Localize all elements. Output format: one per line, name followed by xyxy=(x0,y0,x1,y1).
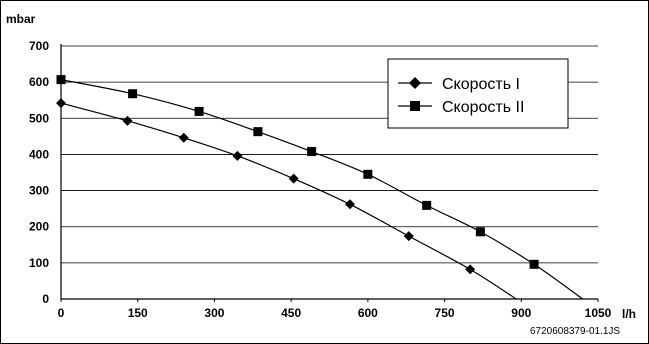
legend-square-icon xyxy=(410,101,420,111)
legend-label-series-1: Скорость I xyxy=(442,76,520,93)
tick-labels: 0 100 200 300 400 500 600 700 0 150 300 450 600 750 90… xyxy=(29,39,612,320)
series-1-point xyxy=(122,115,133,126)
y-tick-label: 300 xyxy=(29,184,49,198)
x-tick-label: 1050 xyxy=(585,306,612,320)
x-axis-title: l/h xyxy=(622,307,636,321)
x-tick-label: 750 xyxy=(435,306,455,320)
series-1-point xyxy=(465,264,476,275)
series-2-point xyxy=(363,169,373,179)
y-tick-label: 100 xyxy=(29,256,49,270)
y-tick-label: 200 xyxy=(29,220,49,234)
series-1-point xyxy=(56,98,66,109)
gridlines xyxy=(61,45,598,264)
x-tick-label: 0 xyxy=(58,306,65,320)
x-tick-label: 900 xyxy=(511,306,531,320)
x-tick-label: 150 xyxy=(128,306,148,320)
legend: Скорость I Скорость II xyxy=(387,58,569,129)
legend-box xyxy=(387,58,569,129)
axes xyxy=(60,44,599,302)
x-tick-label: 300 xyxy=(204,306,224,320)
series-line-2 xyxy=(60,79,584,300)
series-2-point xyxy=(253,127,263,137)
series-2-point xyxy=(128,89,138,99)
series-2-point xyxy=(194,106,204,116)
y-tick-label: 0 xyxy=(42,292,49,306)
x-tick-label: 600 xyxy=(358,306,378,320)
x-tick-label: 450 xyxy=(281,306,301,320)
series-2-point xyxy=(307,147,317,157)
series-1-point xyxy=(403,231,414,242)
series-2-point xyxy=(422,200,432,210)
y-axis-title: mbar xyxy=(6,12,36,26)
series-1-point xyxy=(288,173,299,184)
series-2-point xyxy=(475,227,485,237)
y-tick-label: 700 xyxy=(29,39,49,53)
y-tick-label: 600 xyxy=(29,75,49,89)
series-1-point xyxy=(178,132,189,143)
series-2-point xyxy=(529,259,539,269)
y-tick-label: 400 xyxy=(29,147,49,161)
markers xyxy=(56,75,539,275)
legend-diamond-icon xyxy=(409,77,421,89)
y-tick-label: 500 xyxy=(29,111,49,125)
legend-label-series-2: Скорость II xyxy=(442,99,524,116)
series-1-point xyxy=(344,199,355,210)
figure-code: 6720608379-01.1JS xyxy=(530,326,620,337)
series-2-point xyxy=(56,75,66,85)
series-1-point xyxy=(232,150,243,161)
